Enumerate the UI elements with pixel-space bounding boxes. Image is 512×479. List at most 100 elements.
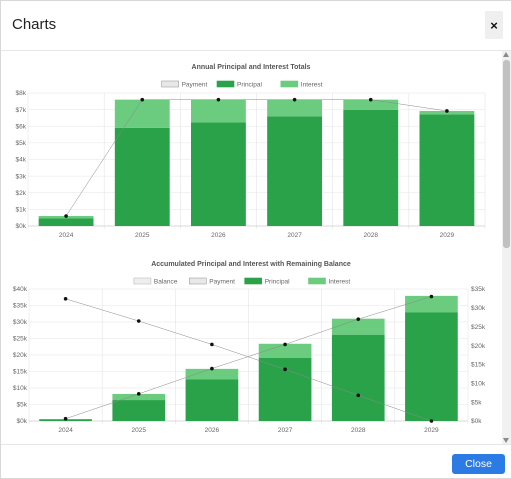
payment-point xyxy=(292,97,297,102)
x-tick-label: 2027 xyxy=(278,427,293,434)
y-tick-label: $4k xyxy=(16,157,27,164)
dialog-footer: Close xyxy=(1,444,511,478)
y-tick-label: $0k xyxy=(17,418,28,425)
close-icon[interactable]: × xyxy=(485,11,503,39)
balance-line xyxy=(65,298,432,422)
payment-point xyxy=(445,109,449,113)
payment-point xyxy=(368,97,373,102)
bar-principal xyxy=(190,122,246,226)
y-tick-label: $5k xyxy=(16,140,27,147)
legend-swatch xyxy=(161,80,179,88)
payment-point xyxy=(140,97,145,102)
legend-swatch xyxy=(133,277,152,285)
bar-principal xyxy=(258,357,312,421)
chart-title: Accumulated Principal and Interest with … xyxy=(151,261,351,268)
bar-interest xyxy=(343,99,399,110)
balance-point xyxy=(210,342,214,347)
bar-principal xyxy=(112,400,166,421)
balance-point xyxy=(136,319,141,323)
chart-title: Annual Principal and Interest Totals xyxy=(192,64,311,71)
bar-interest xyxy=(185,368,239,380)
payment-point xyxy=(429,294,434,299)
legend-label: Interest xyxy=(301,82,323,89)
payment-line xyxy=(65,296,432,419)
bar-principal xyxy=(185,379,239,421)
y-tick-label: $20k xyxy=(13,352,28,359)
bar-interest xyxy=(267,99,323,117)
y-tick-label: $40k xyxy=(13,286,28,293)
y-right-tick-label: $0k xyxy=(471,418,482,425)
payment-point xyxy=(63,416,68,421)
y-tick-label: $1k xyxy=(16,207,27,214)
close-button[interactable]: Close xyxy=(452,454,505,474)
scroll-down-arrow-icon[interactable] xyxy=(503,438,509,443)
legend-label: Payment xyxy=(182,82,208,89)
accumulated-chart: Accumulated Principal and Interest with … xyxy=(13,261,486,434)
bar-interest xyxy=(112,393,166,401)
y-tick-label: $25k xyxy=(13,336,28,343)
bar-principal xyxy=(331,334,385,421)
y-tick-label: $7k xyxy=(16,107,27,114)
bar-principal xyxy=(405,312,458,421)
y-right-tick-label: $30k xyxy=(471,305,486,312)
y-right-tick-label: $35k xyxy=(471,286,486,293)
bar-principal xyxy=(38,218,94,226)
dialog-title: Charts xyxy=(12,16,57,33)
bar-principal xyxy=(114,127,170,226)
balance-point xyxy=(63,297,68,301)
x-tick-label: 2029 xyxy=(440,232,455,239)
y-tick-label: $6k xyxy=(16,123,27,130)
bar-interest xyxy=(331,318,385,335)
y-tick-label: $10k xyxy=(13,385,28,392)
x-tick-label: 2029 xyxy=(424,427,439,434)
bar-principal xyxy=(343,109,399,226)
scrollbar-thumb[interactable] xyxy=(503,60,510,248)
payment-line xyxy=(65,99,447,217)
y-right-tick-label: $25k xyxy=(471,324,486,331)
legend-swatch xyxy=(189,277,207,285)
vertical-scrollbar[interactable] xyxy=(502,51,511,444)
bar-interest xyxy=(405,295,458,313)
legend-swatch xyxy=(216,80,235,88)
payment-point xyxy=(283,342,287,347)
y-tick-label: $15k xyxy=(13,369,28,376)
legend-label: Principal xyxy=(237,82,262,89)
x-tick-label: 2024 xyxy=(59,232,74,239)
legend-label: Interest xyxy=(329,279,351,286)
y-tick-label: $35k xyxy=(13,303,28,310)
scroll-up-arrow-icon[interactable] xyxy=(503,52,509,57)
legend-label: Payment xyxy=(209,279,235,286)
x-tick-label: 2026 xyxy=(211,232,226,239)
y-tick-label: $30k xyxy=(13,319,28,326)
y-tick-label: $0k xyxy=(16,223,27,230)
bar-principal xyxy=(267,116,323,226)
payment-point xyxy=(136,392,141,396)
balance-point xyxy=(356,393,361,398)
bar-interest xyxy=(190,99,246,123)
payment-point xyxy=(356,317,361,321)
y-right-tick-label: $20k xyxy=(471,343,486,350)
bar-interest xyxy=(114,99,170,128)
y-tick-label: $5k xyxy=(17,402,28,409)
x-tick-label: 2028 xyxy=(364,232,379,239)
bar-interest xyxy=(258,343,312,358)
x-tick-label: 2028 xyxy=(351,427,366,434)
payment-point xyxy=(64,214,68,218)
balance-point xyxy=(283,367,287,372)
y-right-tick-label: $15k xyxy=(471,362,486,369)
x-tick-label: 2027 xyxy=(287,232,302,239)
y-right-tick-label: $5k xyxy=(471,399,482,406)
legend-label: Balance xyxy=(154,279,178,286)
y-tick-label: $8k xyxy=(16,90,27,97)
dialog-body: Annual Principal and Interest Totals Paym… xyxy=(1,51,511,444)
dialog-header: Charts × xyxy=(1,1,511,51)
y-tick-label: $2k xyxy=(16,190,27,197)
annual-totals-chart: Annual Principal and Interest Totals Paym… xyxy=(16,64,486,239)
x-tick-label: 2025 xyxy=(135,232,150,239)
balance-point xyxy=(429,419,434,423)
payment-point xyxy=(210,366,214,371)
x-tick-label: 2026 xyxy=(205,427,220,434)
x-tick-label: 2024 xyxy=(58,427,73,434)
y-right-tick-label: $10k xyxy=(471,380,486,387)
legend-swatch xyxy=(280,80,299,88)
